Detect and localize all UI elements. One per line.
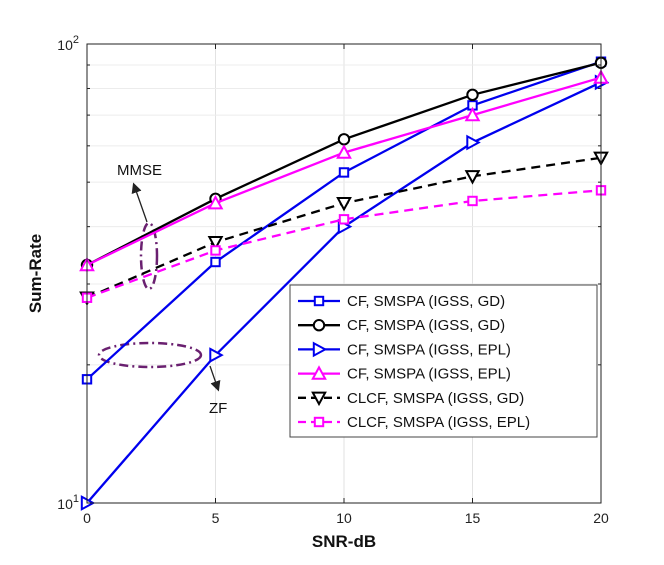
data-point xyxy=(338,167,350,178)
data-point xyxy=(209,347,224,363)
data-point xyxy=(464,106,481,122)
legend-item: CF, SMSPA (IGSS, GD) xyxy=(298,293,505,310)
data-point xyxy=(466,134,481,151)
legend-swatch-marker xyxy=(312,319,326,332)
y-tick-label: 102 xyxy=(57,34,79,53)
x-tick-label: 5 xyxy=(212,510,220,526)
legend-swatch-marker xyxy=(311,365,327,380)
data-point xyxy=(337,133,351,146)
legend-label: CF, SMSPA (IGSS, EPL) xyxy=(347,366,511,383)
x-tick-label: 0 xyxy=(83,510,91,526)
y-tick-label: 101 xyxy=(57,493,79,512)
legend-item: CLCF, SMSPA (IGSS, GD) xyxy=(298,390,524,407)
x-tick-label: 10 xyxy=(336,510,352,526)
legend-swatch-marker xyxy=(311,391,327,407)
legend-swatch-marker xyxy=(313,416,325,428)
data-point xyxy=(338,214,350,225)
data-point xyxy=(210,245,221,256)
legend-box xyxy=(289,284,598,438)
axis-ticks: 0 5 10 15 20 101 102 xyxy=(57,34,609,526)
x-tick-label: 15 xyxy=(465,510,481,526)
y-axis-label: Sum-Rate xyxy=(26,234,45,313)
series-3 xyxy=(80,74,610,511)
legend-item: CF, SMSPA (IGSS, GD) xyxy=(298,317,505,334)
legend-swatch-marker xyxy=(313,295,325,307)
legend-label: CF, SMSPA (IGSS, GD) xyxy=(347,317,505,334)
data-point xyxy=(336,196,352,212)
legend-item: CLCF, SMSPA (IGSS, EPL) xyxy=(298,414,530,431)
data-point xyxy=(336,144,352,159)
data-point xyxy=(467,195,478,207)
annotations: MMSE ZF xyxy=(97,162,227,417)
data-point xyxy=(210,256,221,268)
data-point xyxy=(207,235,224,251)
legend-swatch-marker xyxy=(312,341,328,358)
zf-label: ZF xyxy=(209,400,227,417)
data-point xyxy=(464,170,481,185)
series-line xyxy=(86,189,602,299)
data-point xyxy=(466,88,479,102)
legend-label: CF, SMSPA (IGSS, GD) xyxy=(347,293,505,310)
zf-arrow xyxy=(209,365,221,392)
x-axis-label: SNR-dB xyxy=(312,532,376,551)
mmse-label: MMSE xyxy=(117,162,162,179)
legend-label: CLCF, SMSPA (IGSS, EPL) xyxy=(347,414,530,431)
mmse-arrow xyxy=(131,182,148,223)
legend-label: CLCF, SMSPA (IGSS, GD) xyxy=(347,390,524,407)
zf-ellipse xyxy=(97,341,203,369)
legend-item: CF, SMSPA (IGSS, EPL) xyxy=(298,341,511,358)
legend-label: CF, SMSPA (IGSS, EPL) xyxy=(347,341,511,358)
x-tick-label: 20 xyxy=(593,510,609,526)
mmse-ellipse xyxy=(139,221,159,291)
data-point xyxy=(207,194,224,210)
legend-item: CF, SMSPA (IGSS, EPL) xyxy=(298,365,511,383)
legend: CF, SMSPA (IGSS, GD) CF, SMSPA (IGSS, GD)… xyxy=(289,284,598,438)
